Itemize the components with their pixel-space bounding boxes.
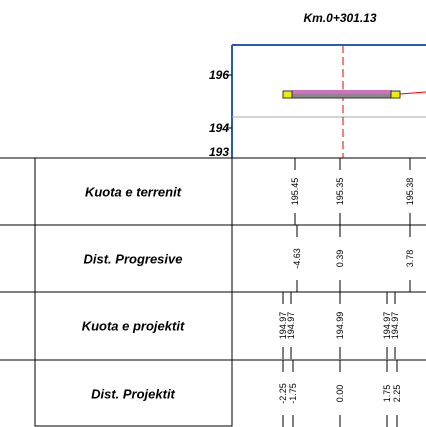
axis-label: 194 (209, 121, 229, 135)
row-value: 3.78 (405, 250, 415, 268)
row-value: 0.39 (335, 250, 345, 268)
axis-label: 196 (209, 68, 229, 82)
road-surface (292, 90, 392, 94)
row-value: 195.38 (405, 178, 415, 206)
row-value: 2.25 (392, 385, 402, 403)
row-value: 194.97 (390, 312, 400, 340)
row-label: Kuota e terrenit (85, 185, 182, 200)
row-value: 195.45 (290, 178, 300, 206)
shoulder (390, 90, 401, 99)
row-value: 1.75 (382, 385, 392, 403)
design-line (399, 91, 426, 95)
row-label: Dist. Projektit (91, 387, 175, 402)
row-label: Kuota e projektit (82, 319, 185, 334)
title: Km.0+301.13 (303, 11, 376, 25)
row-value: 194.97 (278, 312, 288, 340)
row-value: 0.00 (335, 385, 345, 403)
row-value: -1.75 (288, 383, 298, 404)
row-value: -2.25 (278, 383, 288, 404)
axis-label: 193 (209, 145, 229, 159)
row-value: -4.63 (292, 248, 302, 269)
shoulder (282, 90, 293, 99)
row-value: 194.99 (335, 312, 345, 340)
row-value: 195.35 (335, 178, 345, 206)
row-label: Dist. Progresive (84, 252, 183, 267)
row-value: 194.97 (286, 312, 296, 340)
row-value: 194.97 (382, 312, 392, 340)
